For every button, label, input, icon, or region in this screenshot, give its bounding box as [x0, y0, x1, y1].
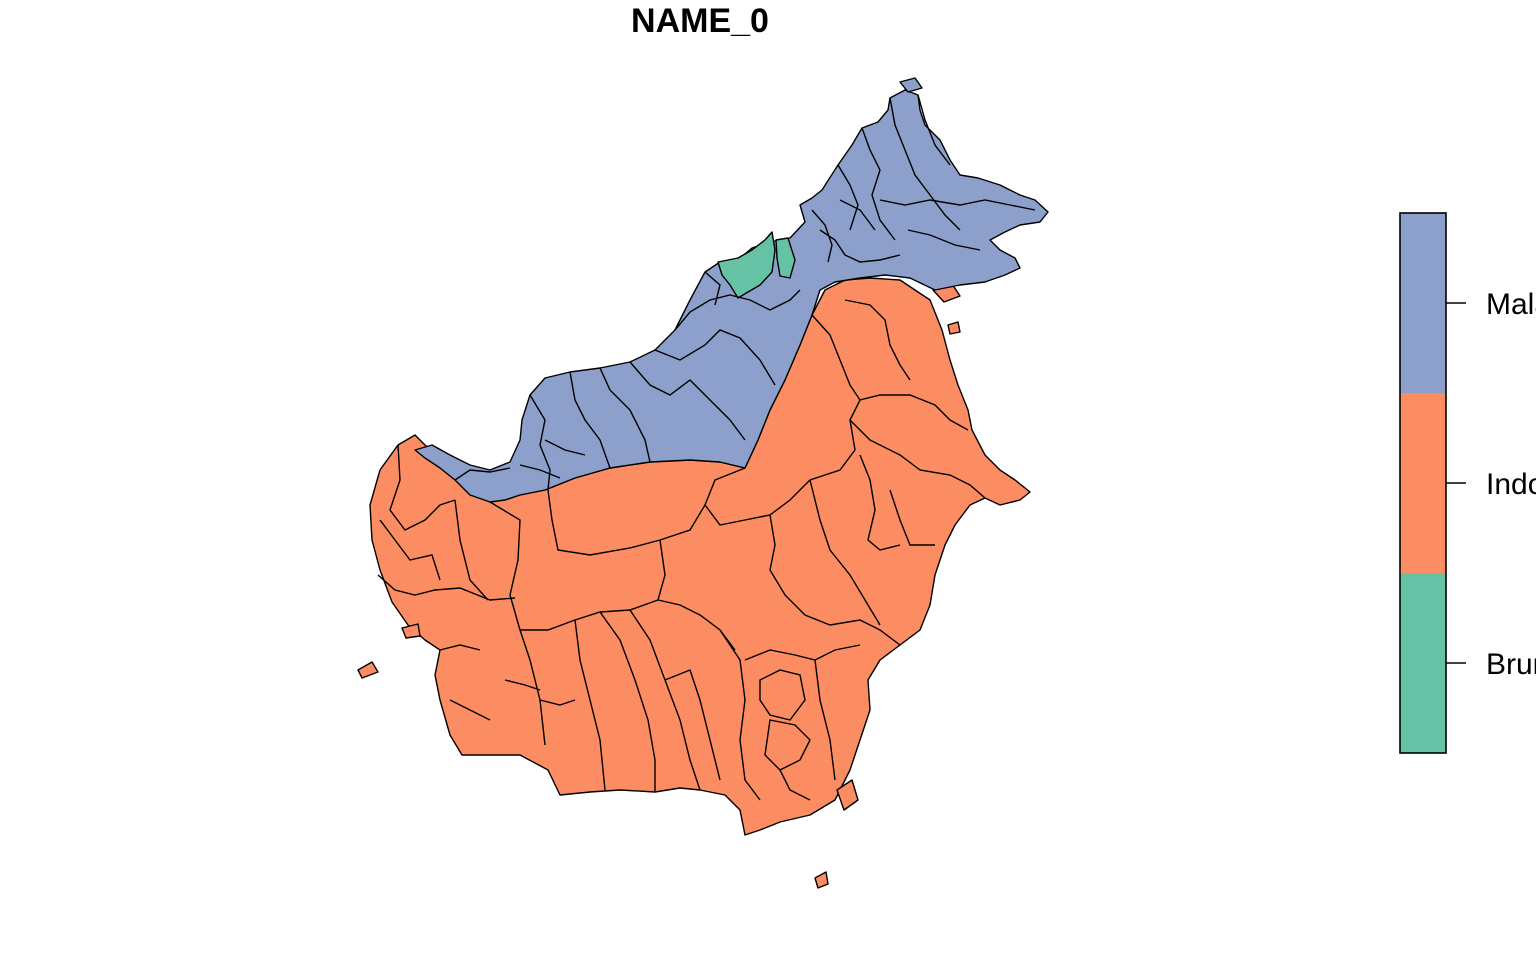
- brunei-landmass: [717, 231, 776, 299]
- indonesia-island: [814, 871, 829, 889]
- indonesia-island: [836, 779, 859, 811]
- indonesia-island: [947, 321, 961, 335]
- malaysia-island: [899, 77, 923, 93]
- indonesia-island: [357, 661, 379, 679]
- brunei-temburong: [775, 237, 796, 279]
- region-brunei: [717, 231, 796, 299]
- legend-swatch: [1400, 393, 1446, 573]
- legend-border: [1399, 212, 1447, 754]
- legend-label: Malaysia: [1486, 288, 1536, 321]
- map-title: NAME_0: [631, 2, 769, 40]
- legend-label: Indonesia: [1486, 468, 1536, 501]
- legend: Malaysia Indonesia Brunei: [1399, 212, 1536, 754]
- admin-boundaries: [377, 94, 1036, 801]
- legend-swatch: [1400, 573, 1446, 753]
- legend-label: Brunei: [1486, 648, 1536, 681]
- legend-swatch: [1400, 213, 1446, 393]
- indonesia-island: [401, 623, 421, 639]
